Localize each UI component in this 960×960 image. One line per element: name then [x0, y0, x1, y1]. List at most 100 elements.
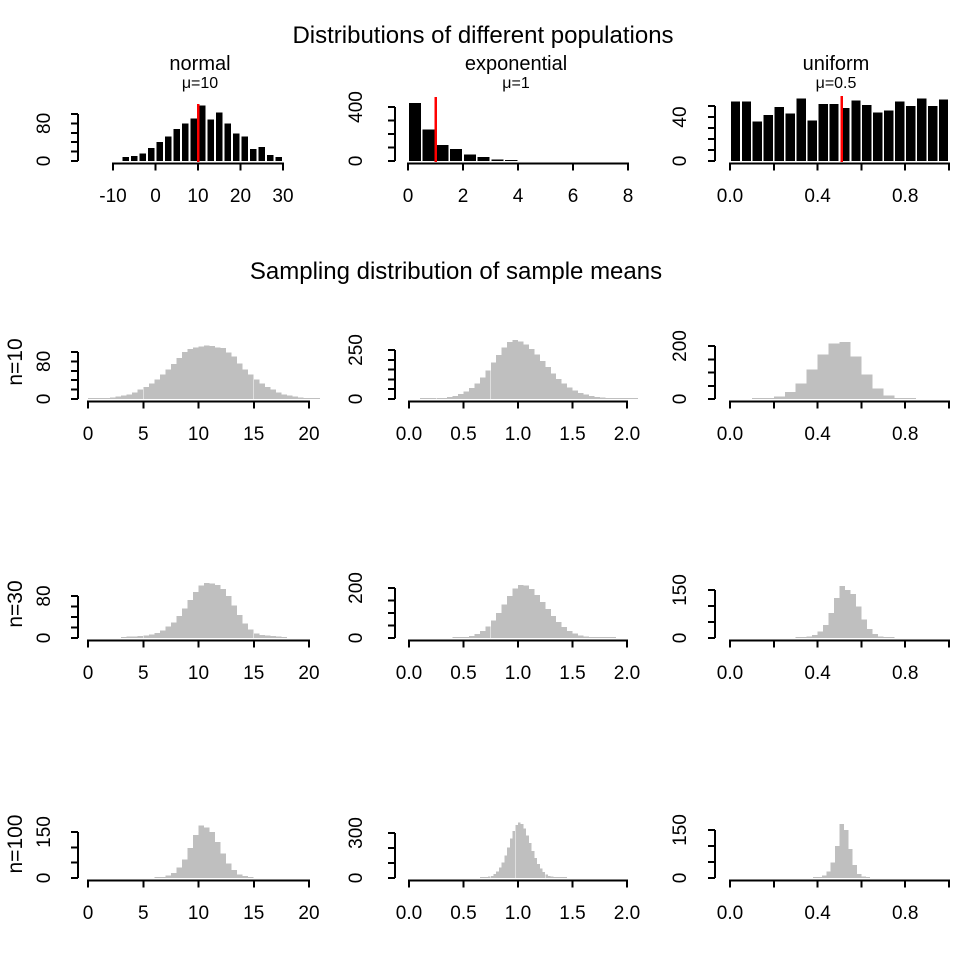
n100_expo-ytick-label: 300: [346, 817, 367, 849]
n10_expo-ytick-label: 0: [346, 394, 367, 405]
n100_unif-xtick-label: 0.8: [892, 903, 918, 924]
panel-n100_expo: 0.0 0.5 1.0 1.5 2.0 0 300: [346, 817, 640, 924]
n30_normal-ytick-label: 80: [34, 585, 55, 606]
n30_normal-xtick-label: 10: [188, 663, 209, 684]
pop_normal-ytick-label: 0: [34, 156, 55, 167]
n30_normal-xtick-label: 0: [83, 663, 94, 684]
pop_normal-xtick-label: 0: [150, 186, 161, 207]
n10_normal-xtick-label: 0: [83, 424, 94, 445]
n100_expo-xtick-label: 1.5: [559, 903, 585, 924]
n100_normal-ytick-label: 150: [34, 816, 55, 848]
pop_expo-ytick-label: 400: [346, 91, 367, 123]
panel-pop_expo: 0 2 4 6 8 0 400: [346, 91, 633, 207]
pop_expo-xtick-label: 6: [568, 186, 579, 207]
n10_normal-ytick-label: 80: [34, 351, 55, 372]
n10_expo-xtick-label: 0.5: [450, 424, 476, 445]
n10_unif-bars: [751, 342, 917, 399]
pop_normal-xtick-label: 10: [187, 186, 208, 207]
n30_unif-xtick-label: 0.8: [892, 663, 918, 684]
pop_expo-xtick-label: 8: [623, 186, 634, 207]
panel-pop_unif: 0.0 0.4 0.8 0 40: [670, 96, 950, 207]
n10_unif-ytick-label: 0: [670, 394, 691, 405]
n100_normal-xtick-label: 15: [243, 903, 264, 924]
pop_normal-ytick-label: 80: [34, 113, 55, 134]
pop_expo-xtick-label: 0: [403, 186, 414, 207]
panel-n10_normal: 0 5 10 15 20 0 80: [34, 345, 320, 445]
n10_expo-ytick-label: 250: [346, 334, 367, 366]
n100_normal-xtick-label: 5: [138, 903, 149, 924]
n10_unif-ytick-label: 200: [670, 330, 691, 362]
n30_unif-ytick-label: 0: [670, 633, 691, 644]
subplot-mu-exponential: μ=1: [502, 75, 530, 92]
pop_normal-bars: [122, 105, 283, 161]
pop_unif-xtick-label: 0.0: [717, 186, 743, 207]
n100_normal-bars: [154, 825, 254, 878]
panel-n30_unif: 0.0 0.4 0.8 0 150: [670, 574, 950, 684]
n10_normal-ytick-label: 0: [34, 394, 55, 405]
n100_expo-bars: [479, 822, 567, 879]
panel-n100_unif: 0.0 0.4 0.8 0 150: [670, 814, 950, 924]
pop_expo-xtick-label: 4: [513, 186, 524, 207]
pop_normal-xtick-label: 30: [272, 186, 293, 207]
pop_expo-xtick-label: 2: [458, 186, 469, 207]
subplot-title-exponential: exponential: [464, 53, 568, 75]
pop_unif-xtick-label: 0.4: [804, 186, 831, 207]
n100_unif-ytick-label: 150: [670, 814, 691, 846]
n100_expo-xtick-label: 1.0: [505, 903, 531, 924]
n30_expo-bars: [452, 584, 617, 639]
n30_unif-bars: [795, 586, 895, 638]
n30_expo-ytick-label: 200: [346, 572, 367, 604]
n30_expo-ytick-label: 0: [346, 633, 367, 644]
n10_normal-bars: [88, 345, 320, 399]
n30_expo-xtick-label: 0.5: [450, 663, 476, 684]
n100_unif-bars: [813, 824, 871, 878]
n100_unif-ytick-label: 0: [670, 873, 691, 884]
subplot-mu-uniform: μ=0.5: [815, 75, 857, 92]
panel-n100_normal: 0 5 10 15 20 0 150: [34, 816, 320, 924]
n10_unif-xtick-label: 0.0: [717, 424, 743, 445]
panel-n10_expo: 0.0 0.5 1.0 1.5 2.0 0 250: [346, 334, 640, 445]
n100_normal-xtick-label: 10: [188, 903, 209, 924]
n30_normal-ytick-label: 0: [34, 633, 55, 644]
n10_unif-xtick-label: 0.4: [804, 424, 831, 445]
subplot-title-normal: normal: [169, 53, 231, 75]
n100_expo-xtick-label: 0.5: [450, 903, 476, 924]
panel-n30_expo: 0.0 0.5 1.0 1.5 2.0 0 200: [346, 572, 640, 684]
n10_expo-xtick-label: 1.5: [559, 424, 585, 445]
n30_normal-xtick-label: 5: [138, 663, 149, 684]
n10_unif-xtick-label: 0.8: [892, 424, 918, 445]
pop_normal-xtick-label: 20: [230, 186, 251, 207]
n30_unif-xtick-label: 0.0: [717, 663, 743, 684]
n100_expo-xtick-label: 2.0: [614, 903, 640, 924]
n100_normal-xtick-label: 20: [298, 903, 319, 924]
pop_unif-xtick-label: 0.8: [892, 186, 918, 207]
pop_unif-ytick-label: 0: [670, 156, 691, 167]
n10_normal-xtick-label: 10: [188, 424, 209, 445]
n30_expo-xtick-label: 0.0: [396, 663, 422, 684]
n30_normal-xtick-label: 15: [243, 663, 264, 684]
n30_normal-bars: [121, 582, 287, 639]
sampling-title: Sampling distribution of sample means: [249, 258, 663, 285]
pop_expo-ytick-label: 0: [346, 156, 367, 167]
pop_expo-bars: [408, 102, 518, 162]
pop_normal-xtick-label: -10: [99, 186, 126, 207]
pop_unif-bars: [730, 98, 949, 161]
n10_expo-bars: [419, 340, 638, 399]
n30_expo-xtick-label: 1.5: [559, 663, 585, 684]
n30_expo-xtick-label: 1.0: [505, 663, 531, 684]
n100_normal-ytick-label: 0: [34, 873, 55, 884]
subplot-mu-normal: μ=10: [181, 75, 219, 92]
n30_unif-ytick-label: 150: [670, 574, 691, 606]
subplot-title-uniform: uniform: [802, 53, 870, 75]
row-label-n30: n=30: [4, 580, 27, 628]
row-label-n100: n=100: [4, 814, 27, 874]
panel-pop_normal: -10 0 10 20 30 0 80: [34, 104, 294, 207]
n100_expo-xtick-label: 0.0: [396, 903, 422, 924]
panel-n30_normal: 0 5 10 15 20 0 80: [34, 582, 320, 684]
panel-n10_unif: 0.0 0.4 0.8 0 200: [670, 330, 950, 445]
pop_unif-ytick-label: 40: [670, 106, 691, 127]
n10_expo-xtick-label: 0.0: [396, 424, 422, 445]
n30_normal-xtick-label: 20: [298, 663, 319, 684]
n100_expo-ytick-label: 0: [346, 873, 367, 884]
